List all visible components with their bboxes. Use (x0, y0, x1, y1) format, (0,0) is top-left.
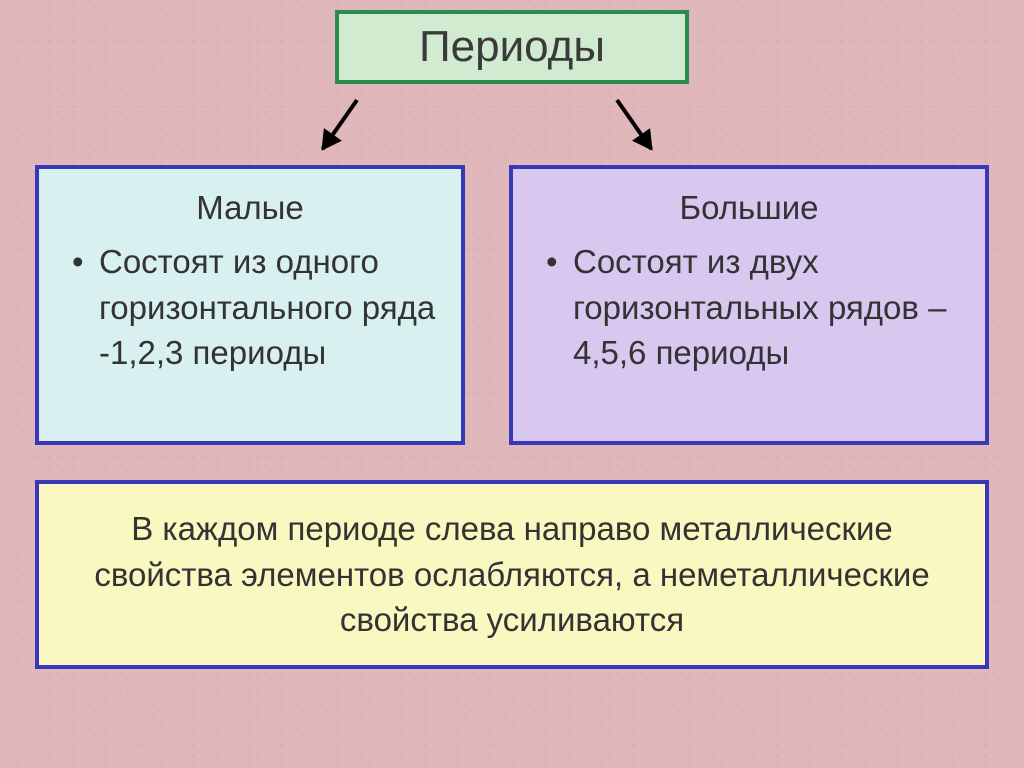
caption-box: В каждом периоде слева направо металличе… (35, 480, 989, 669)
right-box-content: Состоят из двух горизонтальных рядов – 4… (538, 239, 960, 376)
left-box-title: Малые (64, 189, 436, 227)
arrow-left (321, 99, 359, 150)
arrow-right (615, 99, 653, 150)
title-text: Периоды (419, 22, 605, 72)
right-category-box: Большие Состоят из двух горизонтальных р… (509, 165, 989, 445)
title-box: Периоды (335, 10, 689, 84)
caption-text: В каждом периоде слева направо металличе… (74, 506, 950, 643)
left-category-box: Малые Состоят из одного горизонтального … (35, 165, 465, 445)
right-box-title: Большие (538, 189, 960, 227)
left-box-content: Состоят из одного горизонтального ряда -… (64, 239, 436, 376)
